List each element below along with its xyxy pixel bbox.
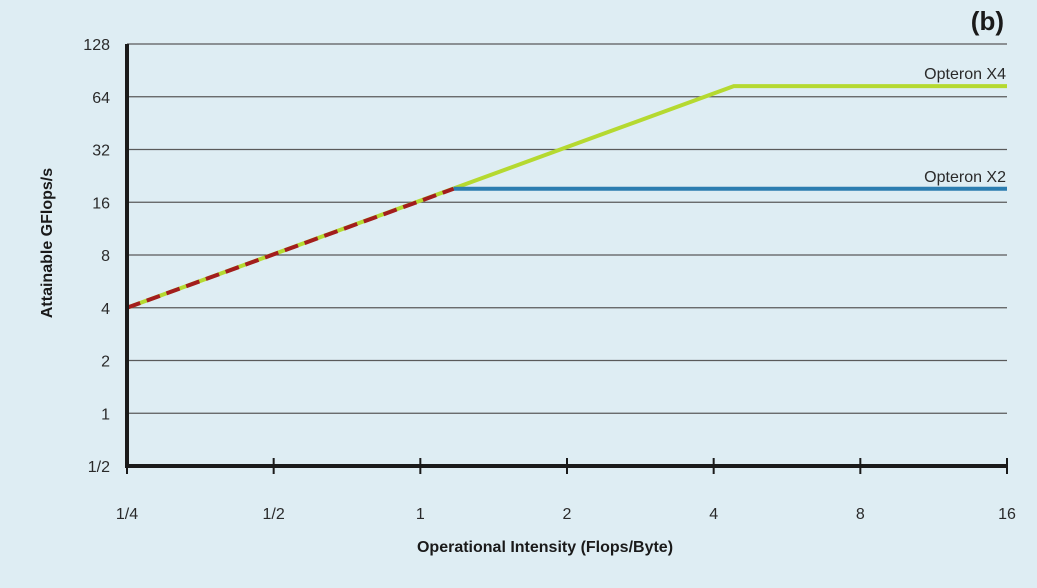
series-label: Opteron X2 (924, 169, 1006, 186)
y-axis-title: Attainable GFlops/s (39, 168, 56, 318)
y-tick-label: 64 (92, 90, 110, 107)
x-axis-title: Operational Intensity (Flops/Byte) (417, 539, 673, 556)
x-tick-label: 16 (998, 506, 1016, 523)
series-line-shared-bandwidth (126, 186, 455, 310)
y-tick-label: 2 (101, 354, 110, 371)
x-tick-label: 1/4 (116, 506, 138, 523)
y-tick-label: 8 (101, 248, 110, 265)
x-tick-label: 1/2 (263, 506, 285, 523)
y-tick-label: 32 (92, 143, 110, 160)
x-tick-label: 8 (856, 506, 865, 523)
series-line-opteron-x4 (126, 84, 1007, 310)
x-tick-label: 1 (416, 506, 425, 523)
series-label: Opteron X4 (924, 66, 1006, 83)
series-layer (126, 84, 1007, 310)
y-tick-label: 4 (101, 301, 110, 318)
y-tick-label: 1/2 (88, 459, 110, 476)
grid-layer (127, 43, 1007, 414)
axis-layer (125, 44, 1008, 474)
x-tick-label: 4 (709, 506, 718, 523)
label-layer: 1/2 1 2 4 8 16 32 64 128 1/4 1/2 1 2 4 8 16 Opteron X4 Op… (83, 37, 1016, 523)
y-tick-label: 16 (92, 195, 110, 212)
panel-label: (b) (971, 6, 1004, 36)
x-tick-label: 2 (563, 506, 572, 523)
y-tick-label: 128 (83, 37, 110, 54)
y-tick-label: 1 (101, 406, 110, 423)
